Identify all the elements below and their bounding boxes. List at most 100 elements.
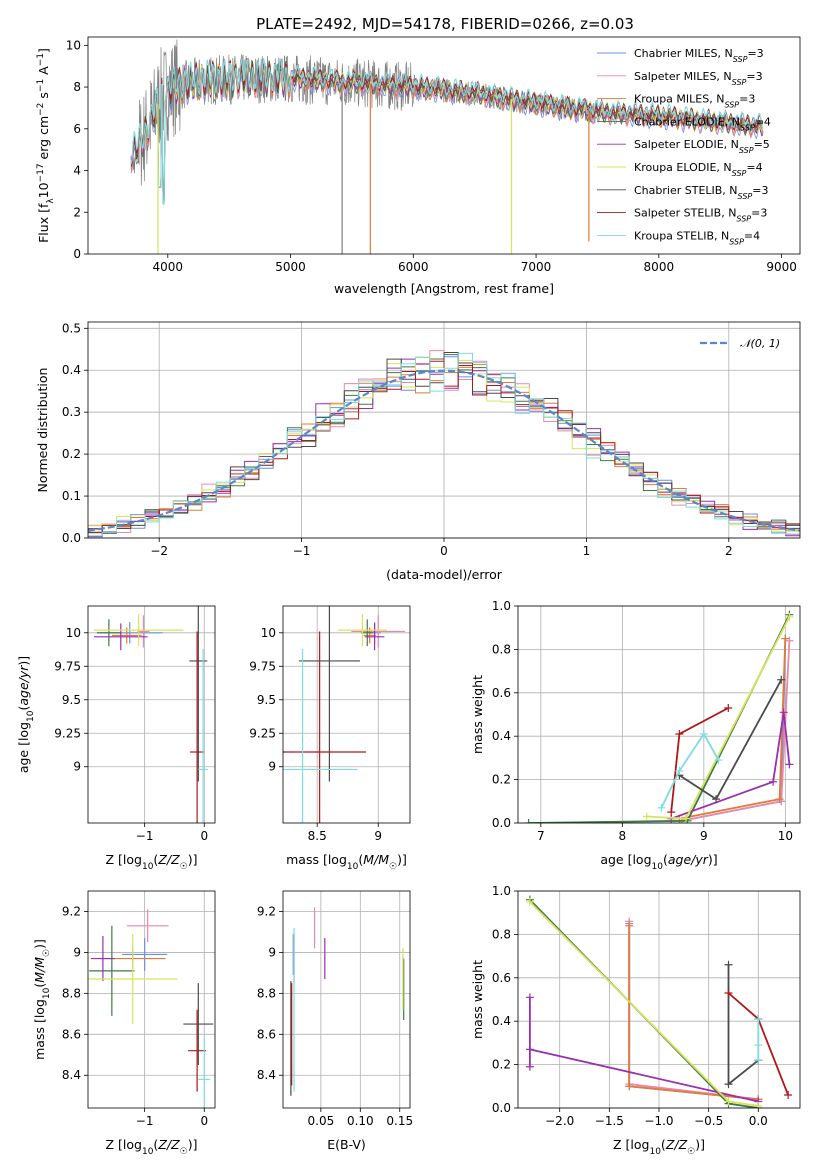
plus-marker	[625, 921, 634, 930]
axes-frame	[87, 321, 801, 539]
ticks: −2.0 −1.5 −1.0 −0.5 0.0 0.0 0.2 0.4 0.6 0.8 1.0	[492, 884, 768, 1128]
y-tick-label: 4	[73, 164, 81, 178]
plus-marker	[714, 756, 723, 765]
x-tick-label: 4000	[153, 260, 184, 274]
mass-weight-line	[528, 614, 791, 823]
plus-marker	[779, 708, 788, 717]
x-axis-label: Z [log10(Z/Z☉)]	[106, 852, 198, 872]
y-tick-label: 9.75	[249, 659, 276, 673]
y-tick-label: 0.4	[492, 1014, 511, 1028]
y-tick-label: 0.8	[492, 642, 511, 656]
x-axis-label: wavelength [Angstrom, rest frame]	[334, 281, 554, 296]
error-bar-point	[283, 631, 367, 823]
legend-entry: Chabrier STELIB, NSSP=3	[634, 184, 768, 201]
ticks: 8.5 9 9 9.25 9.5 9.75 10	[249, 626, 382, 843]
y-tick-label: 9	[268, 760, 276, 774]
plus-marker	[754, 1056, 763, 1065]
axes-frame	[517, 890, 801, 1109]
y-tick-label: 0.2	[492, 773, 511, 787]
y-tick-label: 9.2	[257, 904, 276, 918]
model-spectrum	[130, 57, 764, 205]
axes-frame	[87, 36, 801, 255]
x-tick-label: 1	[583, 544, 591, 558]
plus-marker	[777, 675, 786, 684]
x-tick-label: 9	[374, 829, 382, 843]
x-tick-label: 0.0	[749, 1114, 768, 1128]
panel-8: −2.0 −1.5 −1.0 −0.5 0.0 0.0 0.2 0.4 0.6 0.8 1.0 Z […	[470, 884, 801, 1157]
error-bar-point	[364, 623, 385, 651]
axes-frame	[282, 890, 411, 1109]
error-bar-point	[88, 933, 178, 1025]
plot-content	[290, 907, 405, 1096]
plot-content	[88, 350, 800, 538]
legend: 𝒩(0, 1)	[700, 337, 780, 350]
y-tick-label: 9	[73, 945, 81, 959]
plus-marker	[769, 777, 778, 786]
legend-entry: Salpeter ELODIE, NSSP=5	[634, 138, 770, 155]
y-axis-label: Flux [fλ10−17 erg cm−2 s−1 A−1]	[36, 48, 56, 243]
y-tick-label: 0	[73, 247, 81, 261]
x-tick-label: −2.0	[545, 1114, 574, 1128]
y-tick-label: 0.8	[492, 927, 511, 941]
legend-entry: Salpeter MILES, NSSP=3	[634, 70, 763, 87]
y-tick-label: 0.3	[62, 405, 81, 419]
plot-content	[525, 895, 793, 1108]
error-bar-point	[198, 648, 208, 823]
y-axis-label: mass weight	[470, 960, 485, 1039]
error-bar-point	[121, 938, 168, 971]
residual-histogram	[88, 352, 800, 537]
mass-weight-line	[660, 732, 720, 809]
plot-content	[88, 909, 214, 1108]
plot-content	[283, 606, 406, 823]
x-axis-label: mass [log10(M/M☉)]	[286, 852, 407, 872]
x-tick-label: −1	[136, 1114, 154, 1128]
mass-weight-line	[529, 899, 759, 1108]
error-bar-point	[337, 614, 387, 647]
plot-content	[130, 39, 764, 254]
x-tick-label: −1	[293, 544, 311, 558]
error-bar-point	[189, 606, 208, 782]
legend-entry: Kroupa STELIB, NSSP=4	[634, 229, 760, 246]
plus-marker	[754, 1101, 763, 1108]
y-tick-label: 0.2	[62, 447, 81, 461]
plus-marker	[785, 760, 794, 769]
mass-weight-line	[646, 616, 791, 820]
axes-frame	[282, 605, 411, 824]
mass-weight-line	[628, 921, 759, 1101]
ticks: −1 0 9 9.25 9.5 9.75 10	[54, 626, 208, 843]
y-tick-label: 0.1	[62, 489, 81, 503]
x-tick-label: 0	[440, 544, 448, 558]
error-bar-point	[89, 925, 135, 1016]
plus-marker	[625, 1082, 634, 1091]
y-tick-label: 9.25	[54, 726, 81, 740]
x-tick-label: −1	[136, 829, 154, 843]
x-tick-label: −1.0	[644, 1114, 673, 1128]
y-tick-label: 9	[73, 760, 81, 774]
plus-marker	[699, 730, 708, 739]
plus-marker	[681, 814, 690, 823]
y-tick-label: 9.2	[62, 904, 81, 918]
normal-curve	[88, 369, 800, 532]
x-tick-label: 0.15	[386, 1114, 413, 1128]
y-tick-label: 0.0	[62, 531, 81, 545]
y-tick-label: 8.4	[62, 1068, 81, 1082]
x-tick-label: 9000	[766, 260, 797, 274]
y-tick-label: 0.5	[62, 321, 81, 335]
ticks: 0.05 0.10 0.15 8.4 8.6 8.8 9 9.2	[257, 904, 413, 1128]
plot-content	[93, 606, 208, 823]
plus-marker	[775, 795, 784, 804]
mass-weight-line	[628, 923, 759, 1101]
grid	[283, 606, 410, 823]
panel-1: 4000 5000 6000 7000 8000 9000 0 2 4 6 8 10 Chabrier …	[36, 36, 801, 296]
plus-marker	[525, 897, 534, 906]
mass-weight-line	[670, 712, 791, 820]
plus-marker	[525, 1045, 534, 1054]
y-tick-label: 0.6	[492, 686, 511, 700]
axes-frame	[87, 890, 216, 1109]
plus-marker	[784, 1090, 793, 1099]
x-tick-label: −1.5	[595, 1114, 624, 1128]
error-bar-point	[96, 619, 121, 647]
plus-marker	[712, 795, 721, 804]
x-axis-label: Z [log10(Z/Z☉)]	[106, 1137, 198, 1157]
